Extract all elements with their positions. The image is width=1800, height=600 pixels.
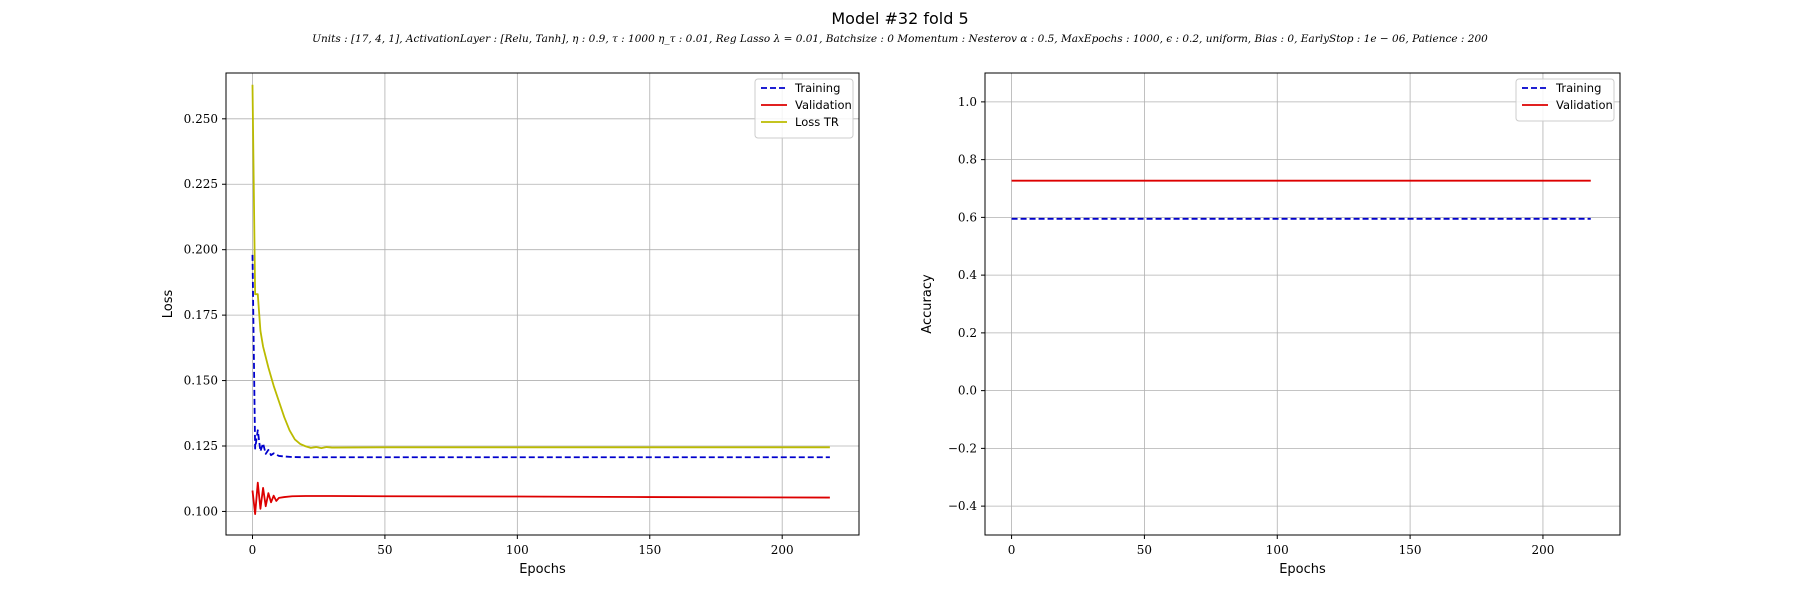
x-tick-label: 200 <box>1531 543 1554 557</box>
y-tick-label: 0.8 <box>958 153 977 167</box>
series-line-training <box>251 254 830 459</box>
legend-entry: Loss TR <box>795 115 839 129</box>
legend-entry: Validation <box>1556 98 1613 112</box>
y-tick-label: 0.200 <box>184 243 218 257</box>
loss-chart: 0 50 100 150 200 0.100 0.125 0.150 0.175 0.200 0.2… <box>161 72 860 577</box>
legend: Training Validation Loss TR <box>754 78 854 139</box>
x-tick-label: 100 <box>506 543 529 557</box>
legend-box <box>754 78 854 139</box>
y-tick-label: 0.6 <box>958 210 977 224</box>
y-axis-label: Loss <box>161 290 176 319</box>
x-axis-label: Epochs <box>1279 562 1326 577</box>
y-tick-label: 0.175 <box>184 308 218 322</box>
plot-frame <box>225 72 860 536</box>
legend-box <box>1515 78 1615 122</box>
legend-entry: Training <box>1555 81 1601 95</box>
x-tick-label: 0 <box>1008 543 1016 557</box>
x-tick-label: 150 <box>1399 543 1422 557</box>
y-tick-label: −0.4 <box>948 499 978 513</box>
y-tick-label: 0.0 <box>958 384 977 398</box>
y-tick-label: −0.2 <box>948 441 977 455</box>
x-tick-label: 100 <box>1266 543 1289 557</box>
x-axis-label: Epochs <box>519 562 566 577</box>
figure-subtitle: Units : [17, 4, 1], ActivationLayer : [R… <box>312 33 1488 45</box>
figure-title: Model #32 fold 5 <box>831 9 968 28</box>
y-tick-label: 0.125 <box>184 439 218 453</box>
x-tick-label: 50 <box>377 543 392 557</box>
x-tick-label: 200 <box>771 543 794 557</box>
legend-entry: Validation <box>795 98 852 112</box>
series-line-validation <box>251 481 830 515</box>
plot-frame <box>984 72 1621 536</box>
x-tick-label: 0 <box>249 543 257 557</box>
y-tick-label: 0.250 <box>184 112 218 126</box>
y-axis-label: Accuracy <box>920 274 935 334</box>
x-tick-label: 50 <box>1137 543 1152 557</box>
y-tick-label: 0.2 <box>958 326 977 340</box>
y-tick-label: 0.225 <box>184 177 218 191</box>
y-tick-label: 1.0 <box>958 95 977 109</box>
y-tick-label: 0.4 <box>958 268 977 282</box>
y-tick-label: 0.100 <box>184 504 218 518</box>
x-tick-label: 150 <box>638 543 661 557</box>
accuracy-chart: 0 50 100 150 200 −0.4 −0.2 0.0 0.2 0.4 0.6 0.8 1.0 Ep… <box>920 72 1621 577</box>
y-tick-label: 0.150 <box>184 374 218 388</box>
legend-entry: Training <box>794 81 840 95</box>
series-line-loss-tr <box>251 84 830 450</box>
legend: Training Validation <box>1515 78 1615 122</box>
